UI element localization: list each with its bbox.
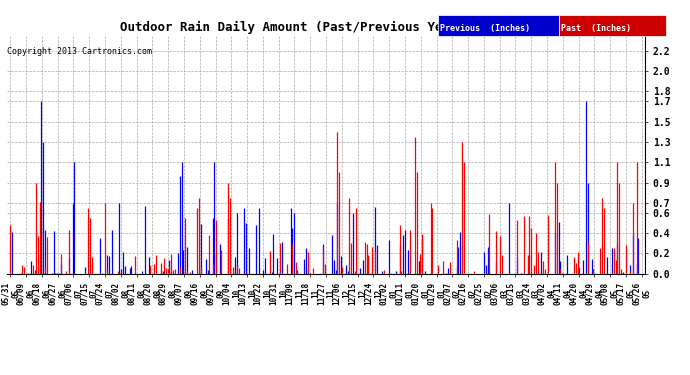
- Text: Past  (Inches): Past (Inches): [561, 24, 631, 33]
- Title: Outdoor Rain Daily Amount (Past/Previous Year) 20130531: Outdoor Rain Daily Amount (Past/Previous…: [120, 21, 532, 34]
- Text: Previous  (Inches): Previous (Inches): [440, 24, 530, 33]
- Text: Copyright 2013 Cartronics.com: Copyright 2013 Cartronics.com: [7, 47, 152, 56]
